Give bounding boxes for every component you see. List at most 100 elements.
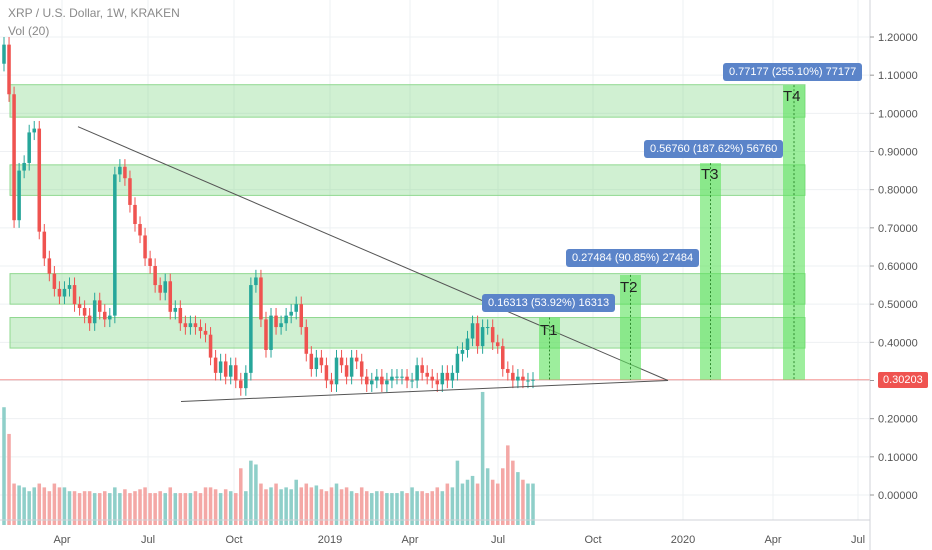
- volume-bar: [359, 487, 364, 525]
- volume-bar: [395, 493, 399, 525]
- volume-bar: [274, 483, 278, 525]
- candle-body: [22, 162, 26, 171]
- volume-bar: [158, 491, 162, 525]
- volume-bar: [87, 491, 92, 525]
- candle-body: [128, 178, 132, 205]
- volume-bar: [138, 489, 142, 525]
- volume-bar: [319, 489, 324, 525]
- candle-body: [264, 319, 268, 350]
- candle-body: [2, 44, 6, 64]
- candle-body: [203, 330, 208, 335]
- volume-bar: [430, 491, 435, 525]
- volume-bar: [324, 491, 329, 525]
- candle-body: [400, 376, 404, 378]
- candle-body: [259, 277, 263, 320]
- candle-body: [490, 327, 495, 343]
- volume-bar: [450, 487, 455, 525]
- candle-body: [228, 365, 233, 377]
- volume-bar: [455, 460, 460, 525]
- candle-body: [390, 376, 394, 381]
- volume-bar: [123, 489, 127, 525]
- candle-body: [178, 307, 183, 324]
- volume-bar: [62, 487, 67, 525]
- volume-bar: [203, 487, 208, 525]
- triangle-upper-line: [77, 126, 669, 381]
- x-tick-label: Oct: [584, 534, 601, 546]
- candle-body: [430, 376, 435, 381]
- volume-bar: [304, 483, 309, 525]
- candle-body: [354, 357, 359, 362]
- x-tick-label: Apr: [53, 534, 70, 546]
- candle-body: [208, 334, 213, 358]
- candle-body: [102, 311, 107, 320]
- volume-bar: [354, 493, 359, 525]
- candle-body: [319, 357, 324, 366]
- volume-bar: [329, 487, 334, 525]
- candle-body: [123, 166, 127, 179]
- candle-body: [349, 357, 354, 377]
- candle-body: [72, 285, 77, 305]
- candle-body: [364, 376, 369, 385]
- target-label-t2: T2: [620, 279, 638, 296]
- volume-bar: [143, 487, 147, 525]
- volume-label: Vol (20): [8, 24, 50, 38]
- volume-bar: [294, 479, 298, 525]
- candle-body: [17, 170, 21, 221]
- candle-body: [420, 365, 424, 373]
- target-bar-t4: [783, 85, 805, 380]
- volume-bar: [173, 493, 178, 525]
- zone-t3: [9, 164, 806, 196]
- x-tick-label: Jul: [141, 534, 155, 546]
- candle-body: [359, 361, 364, 377]
- candle-body: [279, 323, 283, 328]
- volume-bar: [495, 483, 500, 525]
- zone-t2: [9, 273, 806, 305]
- volume-bar: [385, 493, 389, 525]
- volume-bar: [233, 493, 238, 525]
- target-label-t4: T4: [783, 88, 801, 105]
- volume-bar: [128, 493, 132, 525]
- candle-body: [526, 380, 530, 382]
- y-tick-label: 0.60000: [878, 261, 918, 273]
- candle-body: [304, 327, 309, 354]
- candle-body: [92, 300, 97, 324]
- volume-bar: [334, 483, 339, 525]
- x-tick-label: Oct: [225, 534, 242, 546]
- volume-bar: [12, 483, 16, 525]
- candle-body: [183, 323, 188, 328]
- volume-bar: [390, 493, 394, 525]
- y-tick-label: 0.90000: [878, 147, 918, 159]
- volume-bar: [249, 460, 253, 525]
- volume-bar: [490, 479, 495, 525]
- volume-bar: [228, 491, 233, 525]
- candle-body: [82, 307, 87, 316]
- candle-body: [173, 307, 178, 312]
- volume-bar: [52, 483, 57, 525]
- candle-body: [223, 361, 228, 377]
- candle-body: [62, 288, 67, 297]
- volume-bar: [299, 487, 304, 525]
- candle-body: [506, 369, 510, 373]
- measure-t2: 0.27484 (90.85%) 27484: [566, 249, 700, 267]
- volume-bar: [213, 489, 218, 525]
- volume-bar: [113, 487, 117, 525]
- candle-body: [425, 372, 429, 377]
- candle-body: [470, 323, 475, 339]
- y-tick-label: 0.10000: [878, 452, 918, 464]
- volume-bar: [17, 485, 21, 525]
- candle-body: [375, 376, 379, 381]
- candle-body: [249, 285, 253, 373]
- y-tick-label: 0.70000: [878, 223, 918, 235]
- volume-bar: [178, 493, 183, 525]
- volume-bar: [153, 493, 157, 525]
- volume-bar: [2, 407, 6, 525]
- candle-body: [405, 376, 409, 381]
- candle-body: [339, 357, 344, 366]
- volume-bar: [516, 472, 520, 525]
- candle-body: [309, 353, 314, 370]
- volume-bar: [148, 493, 152, 525]
- candle-body: [77, 304, 82, 308]
- candle-body: [440, 372, 445, 385]
- volume-bar: [108, 493, 112, 525]
